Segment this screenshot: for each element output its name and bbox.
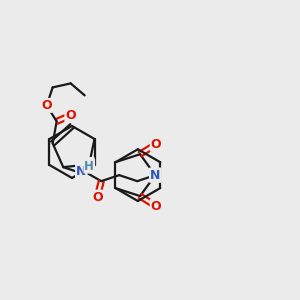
Text: O: O (65, 109, 76, 122)
Text: O: O (151, 200, 161, 213)
Text: N: N (150, 169, 160, 182)
Text: S: S (85, 158, 94, 171)
Text: O: O (92, 190, 103, 204)
Text: N: N (76, 165, 86, 178)
Text: H: H (84, 160, 94, 172)
Text: O: O (41, 99, 52, 112)
Text: N: N (150, 169, 160, 182)
Text: O: O (151, 138, 161, 151)
